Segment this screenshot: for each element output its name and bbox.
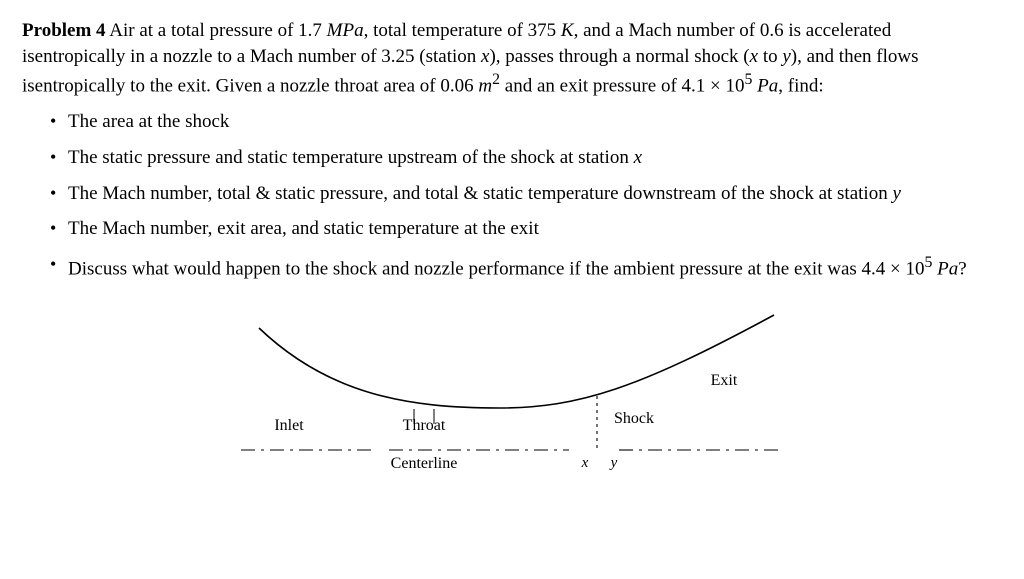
nozzle-figure: Inlet Throat Centerline Shock Exit x y [22, 310, 996, 480]
bullet-2: The static pressure and static temperatu… [50, 145, 996, 171]
b4-text: The Mach number, exit area, and static t… [68, 218, 539, 239]
intro-text-8: , find: [778, 76, 823, 97]
intro-text-1: Air at a total pressure of 1.7 [109, 20, 326, 41]
unit-m-exp: 2 [492, 71, 500, 88]
unit-k: K [561, 20, 574, 41]
problem-statement: Problem 4 Air at a total pressure of 1.7… [22, 18, 996, 99]
b5-unit: Pa [937, 258, 958, 279]
b5-q: ? [958, 258, 966, 279]
intro-text-4: ), passes through a normal shock ( [489, 46, 749, 67]
b2-text: The static pressure and static temperatu… [68, 147, 634, 168]
bullet-3: The Mach number, total & static pressure… [50, 181, 996, 207]
label-centerline: Centerline [391, 455, 458, 472]
label-shock: Shock [614, 410, 654, 427]
bullet-5: Discuss what would happen to the shock a… [50, 252, 996, 282]
b3-text: The Mach number, total & static pressure… [68, 183, 892, 204]
unit-m: m [478, 76, 492, 97]
intro-text-2: , total temperature of 375 [364, 20, 561, 41]
label-x: x [581, 455, 589, 471]
problem-label: Problem 4 [22, 20, 106, 41]
nozzle-diagram: Inlet Throat Centerline Shock Exit x y [219, 310, 799, 480]
b5-text: Discuss what would happen to the shock a… [68, 258, 925, 279]
bullet-4: The Mach number, exit area, and static t… [50, 216, 996, 242]
unit-pa-1: Pa [757, 76, 778, 97]
question-list: The area at the shock The static pressur… [22, 109, 996, 282]
b3-y: y [892, 183, 900, 204]
label-throat: Throat [403, 417, 446, 434]
b2-x: x [634, 147, 642, 168]
unit-mpa: MPa [327, 20, 364, 41]
bullet-1: The area at the shock [50, 109, 996, 135]
label-y: y [609, 455, 618, 471]
label-exit: Exit [711, 372, 738, 389]
intro-text-5: to [758, 46, 782, 67]
nozzle-wall [259, 315, 774, 408]
label-inlet: Inlet [274, 417, 304, 434]
b1-text: The area at the shock [68, 111, 229, 132]
var-y-1: y [782, 46, 790, 67]
var-x-2: x [750, 46, 758, 67]
intro-text-7: and an exit pressure of 4.1 × 10 [500, 76, 744, 97]
